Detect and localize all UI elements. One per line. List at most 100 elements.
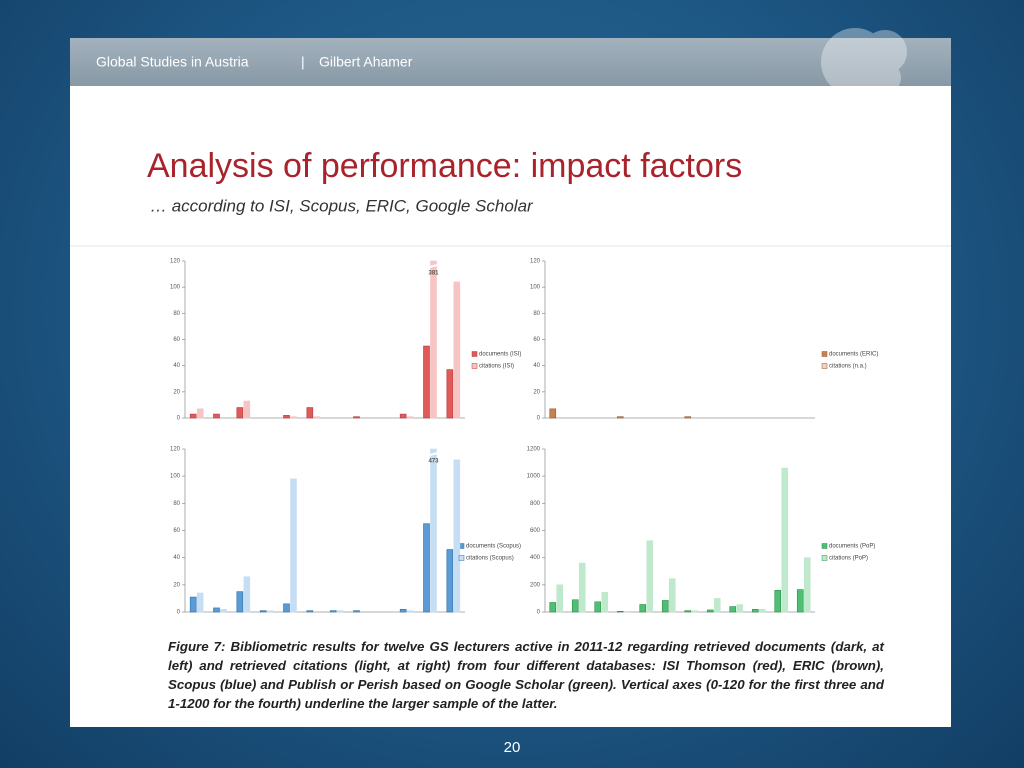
bar bbox=[453, 459, 461, 613]
bar bbox=[423, 345, 430, 419]
y-tick-label: 0 bbox=[177, 610, 181, 616]
legend-swatch bbox=[471, 363, 478, 369]
bar bbox=[453, 281, 461, 419]
y-tick-label: 20 bbox=[533, 389, 540, 395]
y-tick-label: 1200 bbox=[527, 447, 541, 453]
y-tick-label: 400 bbox=[530, 555, 541, 561]
bar bbox=[706, 609, 714, 613]
bar bbox=[236, 591, 244, 613]
bar bbox=[266, 610, 274, 613]
bar bbox=[639, 604, 647, 613]
bar bbox=[336, 610, 344, 613]
y-tick-label: 80 bbox=[173, 311, 180, 317]
bar bbox=[713, 598, 721, 613]
header-separator: | bbox=[301, 54, 305, 70]
slide-title: Analysis of performance: impact factors bbox=[147, 147, 742, 185]
bar bbox=[601, 592, 609, 613]
bar bbox=[684, 416, 692, 419]
bar bbox=[353, 610, 360, 613]
bar bbox=[236, 407, 244, 419]
bar bbox=[549, 602, 557, 613]
bar bbox=[189, 413, 197, 419]
y-tick-label: 0 bbox=[537, 610, 541, 616]
bar bbox=[189, 596, 197, 613]
y-tick-label: 40 bbox=[173, 555, 180, 561]
legend-swatch bbox=[821, 351, 828, 357]
y-tick-label: 100 bbox=[530, 285, 541, 291]
bar bbox=[616, 416, 624, 419]
legend-label: citations (ISI) bbox=[479, 364, 514, 370]
y-tick-label: 60 bbox=[173, 528, 180, 534]
value-label: 473 bbox=[428, 459, 439, 465]
header-logo bbox=[821, 28, 907, 96]
legend-swatch bbox=[471, 351, 478, 357]
y-tick-label: 80 bbox=[533, 311, 540, 317]
bar bbox=[446, 369, 454, 419]
header-right: Gilbert Ahamer bbox=[319, 54, 413, 70]
axis-break bbox=[429, 452, 438, 456]
bar bbox=[353, 416, 360, 419]
bar bbox=[313, 416, 321, 419]
legend-label: documents (ISI) bbox=[479, 352, 521, 358]
bar bbox=[549, 408, 557, 419]
bar bbox=[306, 610, 314, 613]
bar bbox=[290, 478, 297, 613]
legend-label: citations (n.a.) bbox=[829, 364, 867, 370]
bar bbox=[774, 589, 782, 613]
legend-swatch bbox=[458, 555, 465, 561]
bar bbox=[796, 589, 804, 613]
slide-panel bbox=[70, 38, 951, 727]
legend-swatch bbox=[821, 543, 828, 549]
header-left: Global Studies in Austria bbox=[96, 54, 249, 70]
bar bbox=[283, 415, 290, 419]
bar bbox=[283, 603, 290, 613]
legend-label: documents (PoP) bbox=[829, 544, 875, 550]
bar bbox=[446, 549, 454, 613]
bar bbox=[781, 467, 789, 613]
y-tick-label: 800 bbox=[530, 501, 541, 507]
y-tick-label: 200 bbox=[530, 582, 541, 588]
y-tick-label: 60 bbox=[173, 337, 180, 343]
bar bbox=[306, 407, 314, 419]
y-tick-label: 60 bbox=[533, 337, 540, 343]
y-tick-label: 1000 bbox=[527, 474, 541, 480]
bar bbox=[406, 416, 414, 419]
y-tick-label: 20 bbox=[173, 389, 180, 395]
bar bbox=[646, 540, 654, 613]
y-tick-label: 600 bbox=[530, 528, 541, 534]
y-tick-label: 20 bbox=[173, 582, 180, 588]
bar bbox=[329, 610, 337, 613]
bar bbox=[430, 260, 437, 419]
header-bar bbox=[70, 38, 951, 86]
bar bbox=[399, 413, 407, 419]
legend-label: citations (PoP) bbox=[829, 556, 868, 562]
bar bbox=[290, 416, 297, 419]
y-tick-label: 40 bbox=[173, 363, 180, 369]
bar bbox=[623, 611, 631, 613]
bar bbox=[399, 608, 407, 613]
bar bbox=[196, 408, 204, 419]
y-tick-label: 0 bbox=[537, 416, 541, 422]
bar bbox=[196, 592, 204, 613]
y-tick-label: 120 bbox=[170, 259, 181, 265]
page-number: 20 bbox=[504, 739, 521, 756]
y-tick-label: 100 bbox=[170, 285, 181, 291]
bar bbox=[213, 413, 220, 419]
bar bbox=[220, 608, 227, 613]
bar bbox=[423, 523, 430, 613]
slide-subtitle: … according to ISI, Scopus, ERIC, Google… bbox=[150, 196, 534, 215]
axis-break bbox=[429, 264, 438, 268]
bar bbox=[430, 448, 437, 613]
bar bbox=[684, 610, 692, 613]
bar bbox=[243, 400, 251, 419]
bar bbox=[406, 610, 414, 613]
y-tick-label: 40 bbox=[533, 363, 540, 369]
bar bbox=[616, 611, 624, 613]
bar bbox=[578, 562, 586, 613]
bar bbox=[691, 610, 699, 613]
bar bbox=[751, 608, 759, 613]
legend-label: documents (ERIC) bbox=[829, 352, 878, 358]
y-tick-label: 120 bbox=[530, 259, 541, 265]
